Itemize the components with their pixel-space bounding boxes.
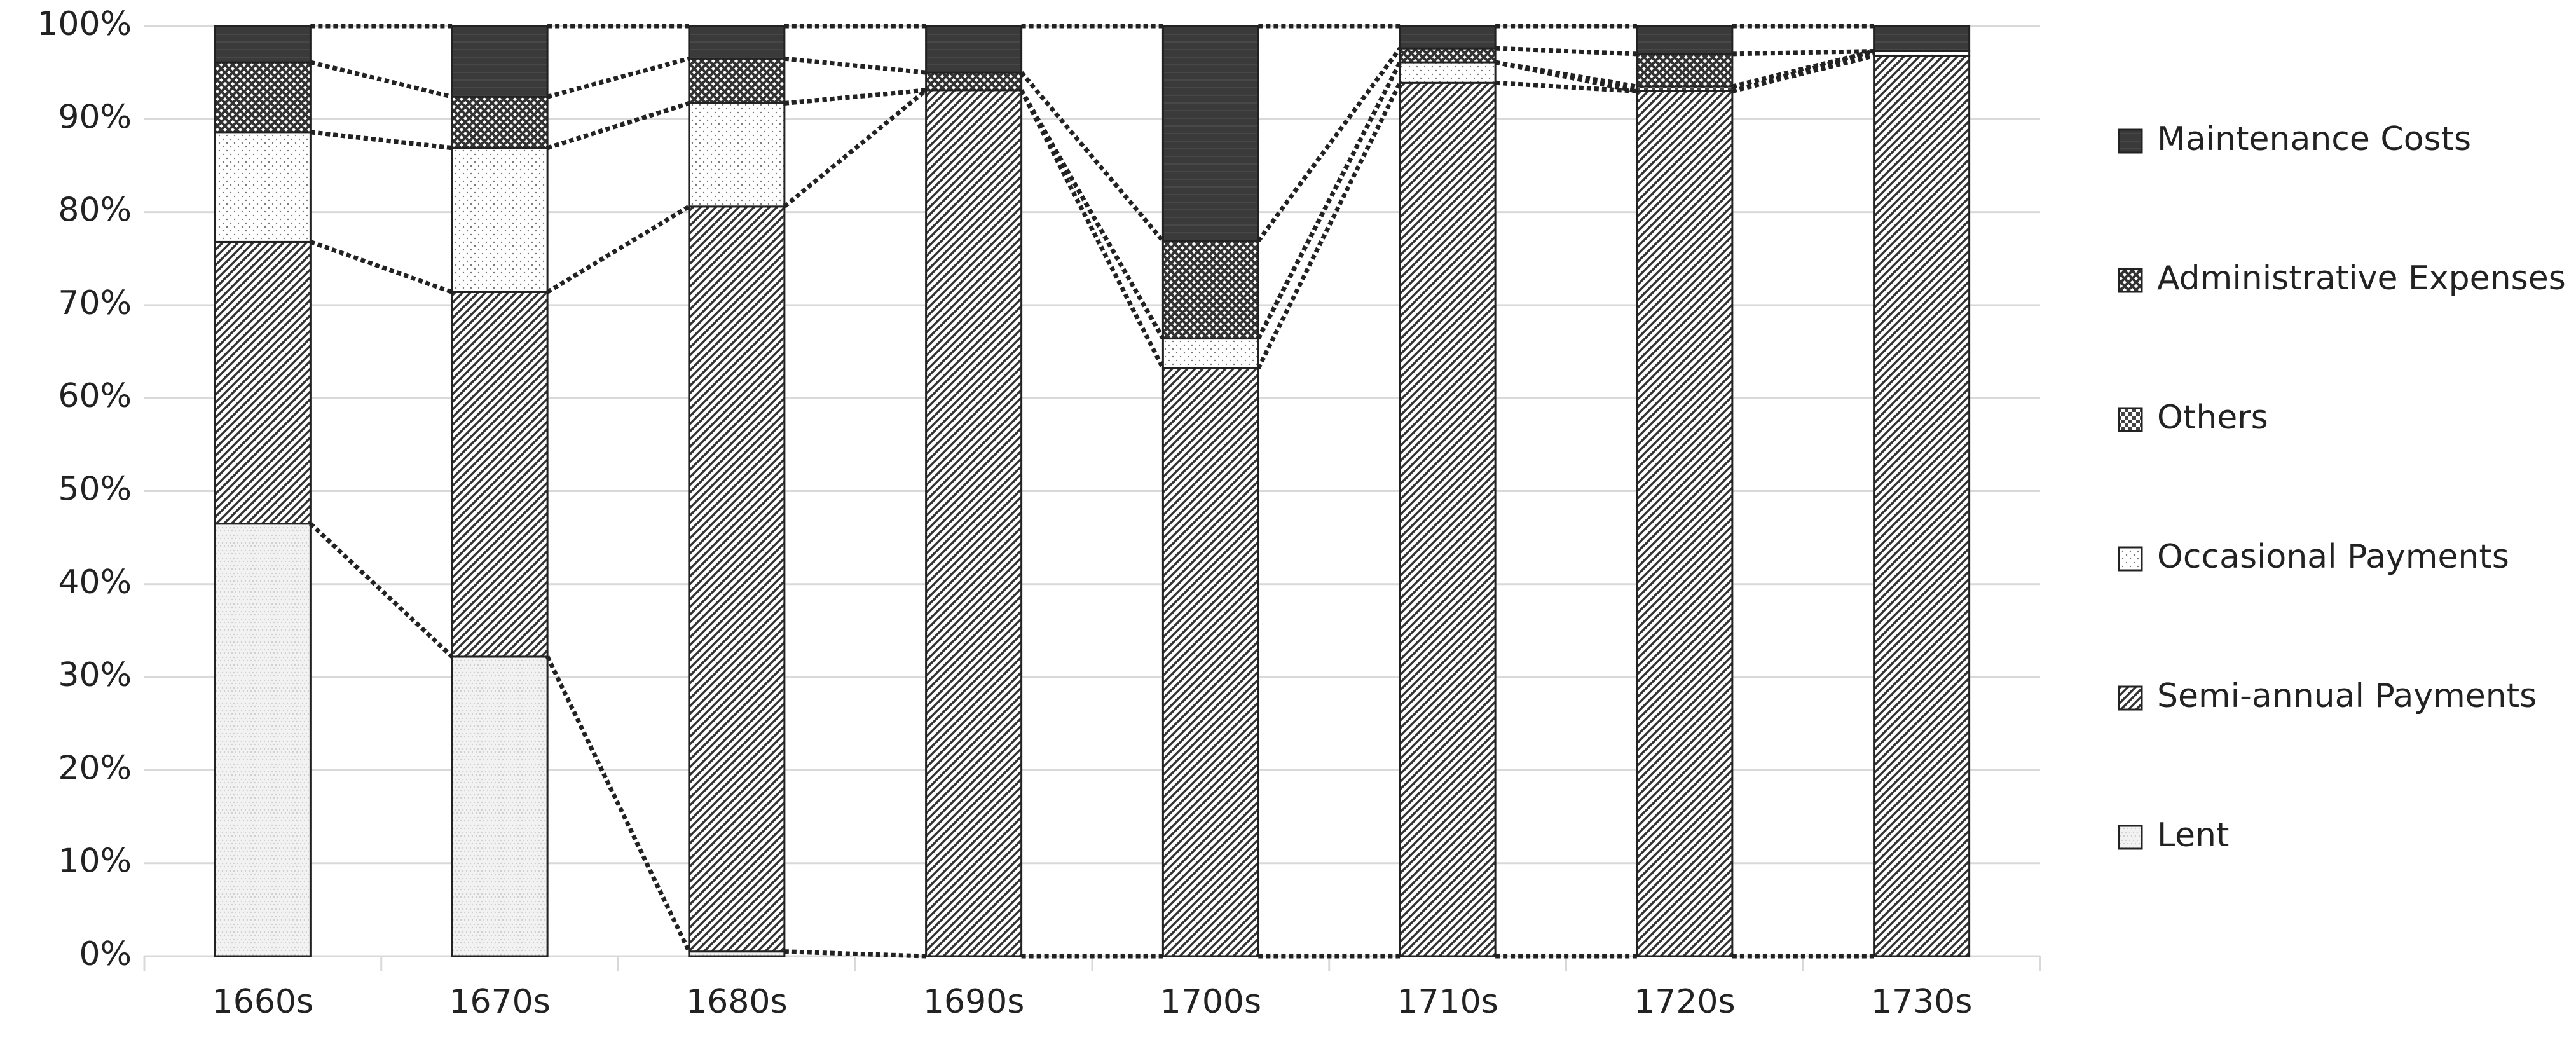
y-tick-label: 40%	[58, 563, 132, 601]
bar-segment	[688, 102, 786, 208]
series-line	[308, 522, 454, 659]
x-tick-label: 1730s	[1871, 983, 1972, 1021]
bar-segment	[1873, 25, 1971, 53]
bar-segment	[451, 25, 549, 98]
series-line	[1256, 81, 1402, 369]
bar-segment	[214, 240, 312, 525]
series-line	[1019, 89, 1165, 340]
bar-segment	[1399, 47, 1497, 64]
bar-segment	[688, 57, 786, 104]
series-line	[1019, 89, 1165, 369]
series-line	[783, 88, 928, 209]
x-tick-label: 1670s	[449, 983, 550, 1021]
series-line	[784, 949, 926, 959]
y-tick-label: 20%	[58, 749, 132, 787]
bar-segment	[1873, 55, 1971, 957]
bar-segment	[925, 71, 1023, 92]
y-tick-label: 50%	[58, 470, 132, 509]
series-line	[784, 56, 926, 75]
series-line	[1019, 71, 1165, 243]
bar-segment	[451, 95, 549, 149]
series-line	[547, 56, 690, 99]
x-tick-label: 1720s	[1634, 983, 1735, 1021]
y-tick-label: 90%	[58, 98, 132, 136]
bar-segment	[1636, 53, 1734, 88]
y-tick-label: 70%	[58, 284, 132, 322]
bar-segment	[1636, 25, 1734, 55]
legend-swatch	[2118, 685, 2143, 711]
series-line	[1495, 46, 1638, 57]
x-tick-label: 1710s	[1397, 983, 1498, 1021]
legend-label: Administrative Expenses	[2157, 259, 2566, 298]
bar-segment	[1161, 240, 1259, 340]
legend-label: Others	[2157, 399, 2268, 437]
y-tick-label: 60%	[58, 377, 132, 415]
series-line	[310, 240, 453, 294]
bar-segment	[214, 131, 312, 243]
series-line	[1256, 61, 1402, 340]
bar-segment	[1161, 25, 1259, 242]
bar-segment	[1636, 90, 1734, 957]
legend-swatch	[2118, 825, 2143, 850]
y-tick-label: 30%	[58, 656, 132, 694]
legend-swatch	[2118, 546, 2143, 572]
series-line	[310, 130, 453, 151]
bar-segment	[451, 655, 549, 957]
bar-segment	[1161, 338, 1259, 369]
legend-label: Lent	[2157, 816, 2229, 854]
legend-label: Occasional Payments	[2157, 538, 2509, 576]
bar-segment	[214, 61, 312, 134]
y-tick-label: 10%	[58, 842, 132, 881]
series-line	[784, 88, 926, 106]
bar-segment	[1161, 367, 1259, 957]
series-line	[547, 101, 690, 150]
x-tick-label: 1690s	[923, 983, 1024, 1021]
bar-segment	[451, 291, 549, 658]
bar-segment	[925, 25, 1023, 74]
series-line	[1495, 60, 1638, 89]
legend-swatch	[2118, 128, 2143, 154]
series-line	[1495, 80, 1638, 93]
series-line	[1732, 49, 1875, 89]
series-line	[546, 204, 690, 294]
bar-segment	[214, 523, 312, 957]
series-line	[1731, 49, 1875, 93]
series-line	[1256, 47, 1402, 243]
series-line	[310, 60, 453, 99]
y-tick-label: 100%	[37, 5, 132, 43]
bar-segment	[1399, 61, 1497, 84]
series-line	[1732, 53, 1875, 93]
bar-segment	[1399, 81, 1497, 957]
series-line	[545, 655, 692, 953]
x-tick-label: 1680s	[686, 983, 787, 1021]
legend-swatch	[2118, 407, 2143, 432]
bar-segment	[925, 89, 1023, 957]
bar-segment	[688, 205, 786, 953]
x-tick-label: 1660s	[212, 983, 313, 1021]
y-tick-label: 80%	[58, 191, 132, 230]
bar-segment	[688, 25, 786, 60]
bar-segment	[1399, 25, 1497, 50]
legend-swatch	[2118, 268, 2143, 293]
bar-segment	[214, 25, 312, 64]
legend-label: Semi-annual Payments	[2157, 677, 2537, 715]
series-line	[1732, 49, 1874, 57]
y-tick-label: 0%	[79, 935, 132, 973]
bar-segment	[451, 147, 549, 293]
legend-label: Maintenance Costs	[2157, 120, 2471, 158]
x-tick-label: 1700s	[1160, 983, 1261, 1021]
